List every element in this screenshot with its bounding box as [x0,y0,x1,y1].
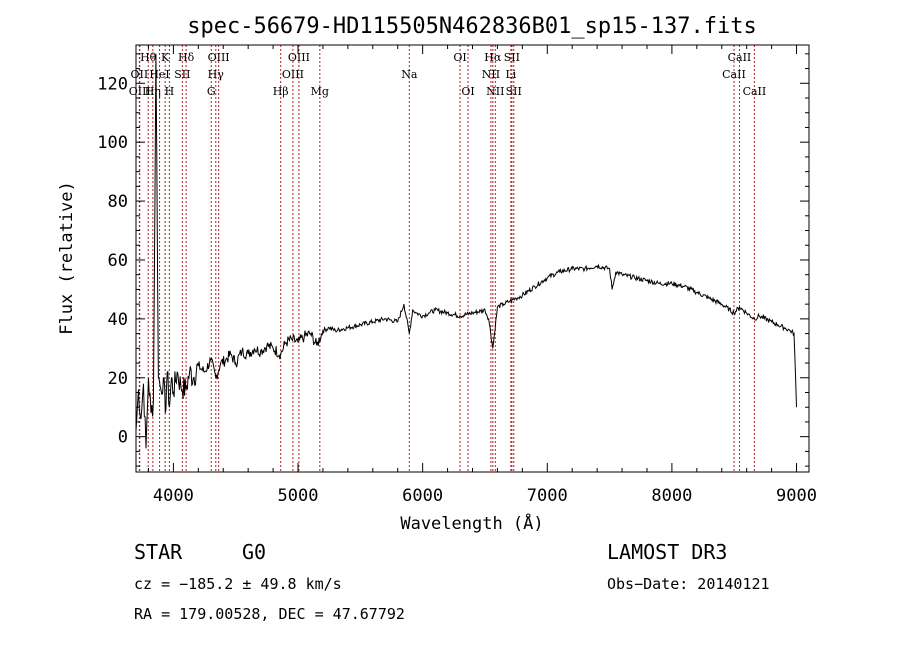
x-axis-label: Wavelength (Å) [400,512,543,534]
x-tick-label: 8000 [651,486,692,506]
line-label: G [207,85,216,98]
line-label: Hγ [208,68,225,81]
y-axis-label: Flux (relative) [57,181,77,335]
x-tick-label: 4000 [153,486,194,506]
line-label: OII [131,68,149,81]
observation-date: Obs−Date: 20140121 [607,575,770,593]
y-tick-label: 40 [108,310,128,330]
line-label: CaII [728,51,752,64]
line-label: OIII [282,68,304,81]
y-tick-label: 0 [118,428,128,448]
line-label: H [165,85,175,98]
line-label: Na [401,68,418,81]
line-markers [138,45,755,472]
line-label: Hθ [140,51,157,64]
y-tick-label: 100 [97,133,128,153]
object-subclass: G0 [242,540,266,564]
spectrum-line [135,53,797,449]
line-label: OIII [288,51,310,64]
object-class: STAR [134,540,183,564]
x-tick-label: 6000 [402,486,443,506]
line-label: Li [505,68,516,81]
plot-frame [135,44,810,473]
line-label: SII [506,85,522,98]
line-label: NII [486,85,504,98]
line-label: Mg [311,85,329,98]
line-label: HeI [149,68,169,81]
y-axis-ticks: 0 20 40 60 80 100 120 [97,53,809,467]
line-label: Hη [145,85,161,98]
x-tick-label: 7000 [527,486,568,506]
line-label: NII [482,68,500,81]
y-tick-label: 80 [108,192,128,212]
line-label: SII [504,51,520,64]
line-label: Hδ [178,51,195,64]
line-label: CaII [722,68,746,81]
line-labels: Hθ OII OIII K HeI Hη SII H Hδ OIII Hγ G OIII OIII Hβ Mg… [129,51,767,98]
line-label: K [161,51,170,64]
y-tick-label: 120 [97,74,128,94]
x-tick-label: 9000 [776,486,817,506]
y-tick-label: 60 [108,251,128,271]
line-label: Hβ [273,85,289,98]
survey-name: LAMOST DR3 [607,540,727,564]
coordinates: RA = 179.00528, DEC = 47.67792 [134,605,405,623]
chart-title: spec-56679-HD115505N462836B01_sp15-137.f… [187,14,757,39]
y-tick-label: 20 [108,369,128,389]
line-label: OI [453,51,466,64]
redshift-velocity: cz = −185.2 ± 49.8 km/s [134,575,342,593]
line-label: OIII [208,51,230,64]
x-axis-ticks: 4000 5000 6000 7000 8000 9000 [147,45,817,506]
line-label: SII [174,68,190,81]
line-label: OIII [129,85,151,98]
line-label: CaII [743,85,767,98]
line-label: OI [461,85,474,98]
line-label: Hα [484,51,502,64]
x-tick-label: 5000 [278,486,319,506]
